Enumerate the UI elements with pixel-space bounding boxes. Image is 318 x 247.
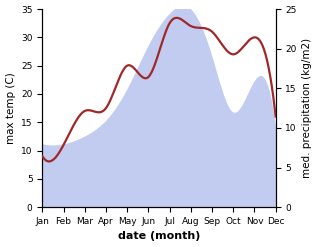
Y-axis label: max temp (C): max temp (C) [5, 72, 16, 144]
X-axis label: date (month): date (month) [118, 231, 200, 242]
Y-axis label: med. precipitation (kg/m2): med. precipitation (kg/m2) [302, 38, 313, 178]
